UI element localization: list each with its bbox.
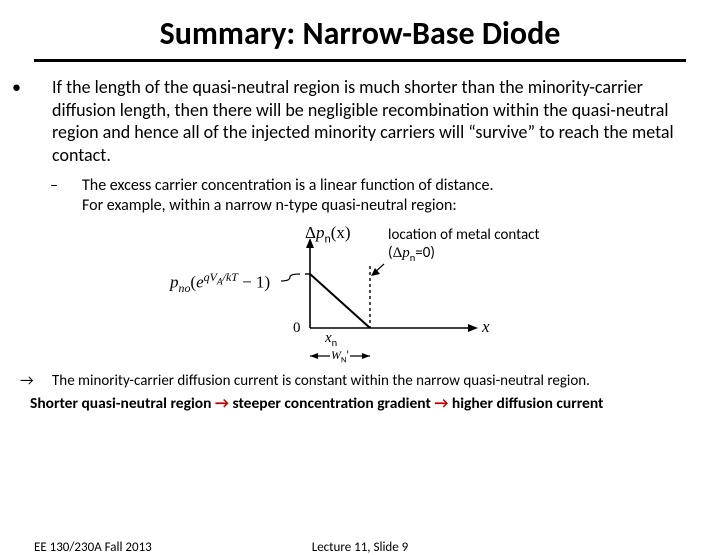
eq-minus1: − 1: [238, 273, 265, 292]
bullet2-line2: For example, within a narrow n-type quas…: [82, 196, 457, 215]
eq-p: p: [170, 273, 179, 292]
xn-x: x: [325, 330, 332, 346]
conclusion-c: higher diffusion current: [448, 394, 603, 413]
eq-e: e: [196, 273, 204, 292]
eq-exp: qVA/kT: [204, 270, 238, 284]
result-text: The minority-carrier diffusion current i…: [52, 372, 590, 390]
wn-w: W: [331, 348, 341, 362]
equation-pno: pno(eqVA/kT − 1): [170, 270, 270, 296]
result-bullet: →The minority-carrier diffusion current …: [52, 372, 690, 390]
diagram-area: Δpn(x) location of metal contact (Δpn=0)…: [0, 222, 720, 372]
eq-close: ): [264, 273, 270, 292]
wn-label: WN': [331, 348, 349, 365]
xn-label: xn: [325, 329, 337, 349]
conclusion-line: Shorter quasi-neutral region → steeper c…: [30, 394, 700, 413]
wn-prime: ': [346, 349, 349, 363]
bullet-dot: •: [32, 76, 52, 99]
result-arrow: →: [36, 372, 52, 390]
conclusion-arrow1: →: [215, 394, 229, 413]
conclusion-b: steeper concentration gradient: [229, 394, 434, 413]
bullet-level2: –The excess carrier concentration is a l…: [82, 176, 680, 216]
bullet1-survive: survive: [475, 121, 527, 143]
bullet2-line1: The excess carrier concentration is a li…: [82, 176, 494, 195]
conclusion-a: Shorter quasi-neutral region: [30, 394, 215, 413]
conclusion-arrow2: →: [434, 394, 448, 413]
origin-zero: 0: [293, 320, 301, 337]
x-axis-label: x: [482, 317, 490, 337]
quote-close: ”: [528, 121, 536, 143]
plot-svg: [278, 236, 488, 366]
title-underline: [34, 59, 686, 62]
bullet-level1: •If the length of the quasi-neutral regi…: [52, 76, 698, 166]
footer-left: EE 130/230A Fall 2013: [34, 540, 152, 555]
footer-center: Lecture 11, Slide 9: [312, 540, 409, 555]
eq-no: no: [179, 281, 191, 295]
slide-title: Summary: Narrow-Base Diode: [0, 14, 720, 53]
bullet-dash: –: [66, 176, 82, 196]
